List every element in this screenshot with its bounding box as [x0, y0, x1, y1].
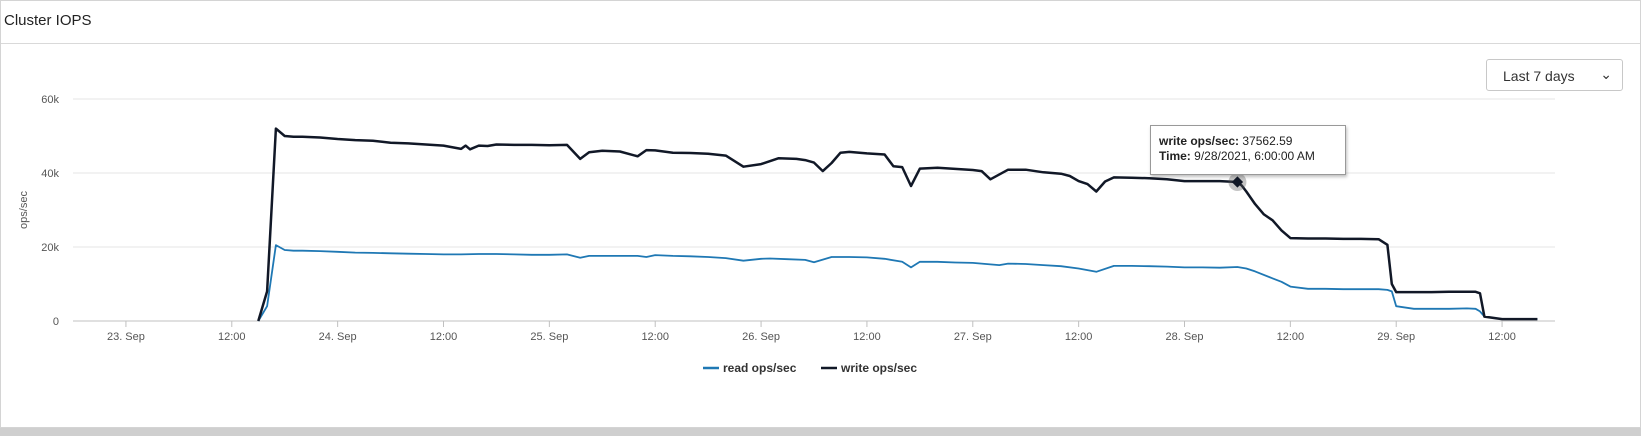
write-series-line: [257, 127, 1538, 322]
read-series-line: [257, 244, 1538, 322]
panel-title: Cluster IOPS: [4, 12, 92, 29]
x-tick-label: 25. Sep: [530, 331, 568, 343]
x-tick-label: 24. Sep: [319, 331, 357, 343]
tooltip-time-label: Time: [1159, 149, 1187, 163]
tooltip-time-row: Time: 9/28/2021, 6:00:00 AM: [1159, 149, 1315, 163]
y-tick-label: 40k: [41, 168, 59, 180]
bottom-scroll-bar: [0, 428, 1641, 436]
x-tick-label: 12:00: [430, 331, 458, 343]
y-tick-label: 60k: [41, 94, 59, 106]
tooltip-series-label: write ops/sec: [1159, 134, 1236, 148]
legend-label: write ops/sec: [840, 361, 917, 375]
y-axis-title: ops/sec: [18, 191, 30, 229]
x-tick-label: 12:00: [641, 331, 669, 343]
x-tick-label: 28. Sep: [1166, 331, 1204, 343]
legend-item-write[interactable]: write ops/sec: [821, 361, 917, 375]
x-tick-label: 12:00: [853, 331, 881, 343]
panel-header: Cluster IOPS: [1, 1, 1640, 44]
time-range-select[interactable]: Last 7 days ⌄: [1486, 59, 1623, 91]
x-tick-label: 23. Sep: [107, 331, 145, 343]
chevron-down-icon: ⌄: [1600, 66, 1612, 82]
legend-label: read ops/sec: [723, 361, 797, 375]
series-lines: [257, 127, 1538, 322]
legend-item-read[interactable]: read ops/sec: [703, 361, 797, 375]
x-tick-label: 12:00: [218, 331, 246, 343]
tooltip-value: 37562.59: [1242, 134, 1293, 148]
hover-point: [1231, 176, 1244, 188]
x-tick-label: 29. Sep: [1377, 331, 1415, 343]
y-tick-label: 20k: [41, 242, 59, 254]
legend: read ops/sec write ops/sec: [703, 361, 917, 375]
grid-lines: [73, 98, 1555, 322]
hover-tooltip: write ops/sec: 37562.59 Time: 9/28/2021,…: [1150, 125, 1346, 175]
x-tick-label: 12:00: [1277, 331, 1305, 343]
x-tick-label: 26. Sep: [742, 331, 780, 343]
y-tick-label: 0: [53, 316, 59, 328]
x-tick-label: 12:00: [1488, 331, 1516, 343]
hover-marker: [1228, 173, 1247, 192]
x-tick-label: 27. Sep: [954, 331, 992, 343]
tooltip-time: 9/28/2021, 6:00:00 AM: [1194, 149, 1315, 163]
y-axis: 0 20k 40k 60k ops/sec: [18, 94, 59, 328]
x-axis: 23. Sep 12:00 24. Sep 12:00 25. Sep 12:00 26. …: [107, 321, 1516, 343]
x-tick-label: 12:00: [1065, 331, 1093, 343]
time-range-value: Last 7 days: [1503, 68, 1575, 84]
tooltip-value-row: write ops/sec: 37562.59: [1159, 134, 1293, 148]
